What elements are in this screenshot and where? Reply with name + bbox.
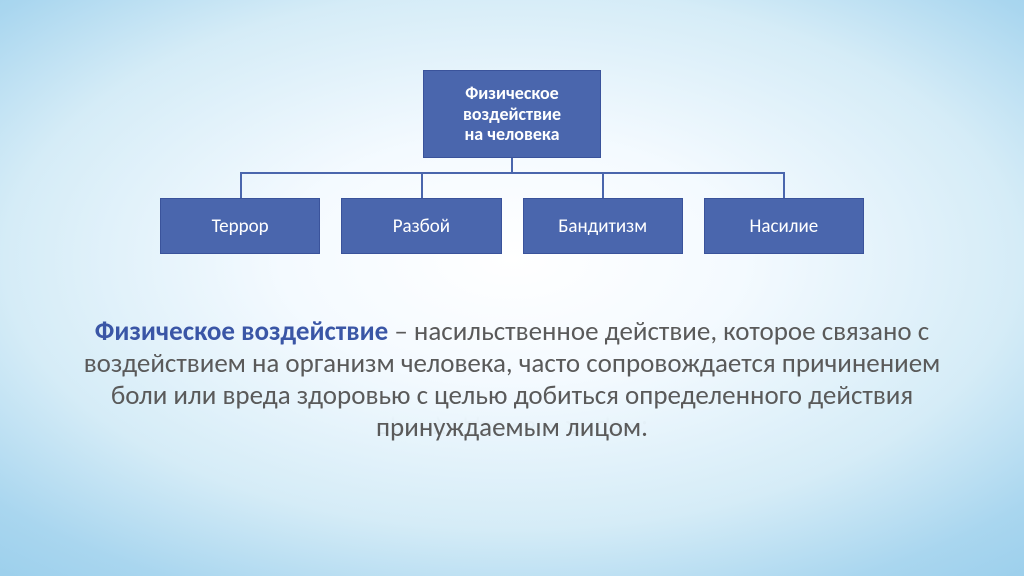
definition-separator: –: [388, 315, 414, 348]
chart-child-label: Насилие: [750, 215, 819, 238]
connector-bar: [240, 172, 785, 174]
definition-term: Физическое воздействие: [95, 315, 388, 348]
chart-child-node: Террор: [160, 198, 320, 254]
chart-child-node: Насилие: [704, 198, 864, 254]
chart-root-label: Физическоевоздействиена человека: [463, 83, 561, 145]
chart-child-node: Разбой: [341, 198, 501, 254]
org-chart: Физическоевоздействиена человека Террор Р…: [160, 70, 864, 254]
chart-child-label: Бандитизм: [558, 215, 647, 238]
chart-root-node: Физическоевоздействиена человека: [423, 70, 601, 158]
chart-child-label: Разбой: [393, 215, 450, 238]
chart-child-label: Террор: [212, 215, 269, 238]
definition-main: Физическое воздействие – насильственное …: [78, 316, 946, 443]
connector-drop: [783, 172, 785, 198]
chart-child-node: Бандитизм: [523, 198, 683, 254]
chart-connectors: [160, 158, 864, 198]
slide: Физическоевоздействиена человека Террор Р…: [0, 0, 1024, 576]
connector-drop: [240, 172, 242, 198]
connector-drop: [602, 172, 604, 198]
connector-drop: [421, 172, 423, 198]
connector-stem: [511, 158, 513, 172]
definition-text: Физическое воздействие – насильственное …: [78, 316, 946, 477]
chart-children: Террор Разбой Бандитизм Насилие: [160, 198, 864, 254]
